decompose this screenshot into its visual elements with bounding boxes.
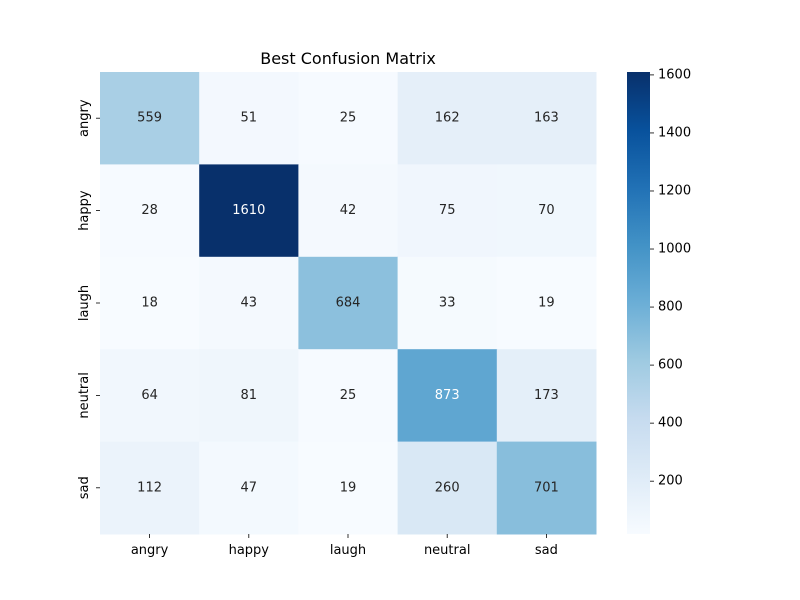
y-tick-label-happy: happy bbox=[77, 190, 92, 231]
heatmap-cell-neutral-happy bbox=[199, 349, 299, 443]
cell-value-angry-laugh: 25 bbox=[340, 111, 357, 126]
colorbar: 200 400 600 800 1000 1200 1400 1600 bbox=[627, 67, 691, 534]
y-axis: angry happy laugh neutral sad bbox=[77, 99, 100, 499]
cell-value-happy-neutral: 75 bbox=[439, 203, 456, 218]
heatmap-cell-neutral-angry bbox=[100, 349, 200, 443]
cell-value-laugh-angry: 18 bbox=[141, 296, 158, 311]
heatmap-cell-neutral-sad bbox=[496, 349, 597, 443]
heatmap-cell-laugh-angry bbox=[100, 256, 200, 350]
x-tick-label-happy: happy bbox=[229, 543, 270, 558]
colorbar-tick-label-1400: 1400 bbox=[658, 125, 691, 140]
heatmap-cell-angry-happy bbox=[199, 72, 299, 165]
x-tick-label-sad: sad bbox=[535, 543, 558, 558]
cell-value-happy-laugh: 42 bbox=[340, 203, 357, 218]
colorbar-tick-label-800: 800 bbox=[658, 300, 683, 315]
x-tick-label-laugh: laugh bbox=[330, 543, 366, 558]
heatmap-cell-laugh-happy bbox=[199, 256, 299, 350]
cell-value-sad-laugh: 19 bbox=[340, 480, 357, 495]
cell-value-sad-neutral: 260 bbox=[435, 480, 460, 495]
heatmap-cell-angry-laugh bbox=[298, 72, 399, 165]
colorbar-tick-label-1200: 1200 bbox=[658, 183, 691, 198]
cell-value-laugh-happy: 43 bbox=[241, 296, 258, 311]
heatmap-cell-labels: 559 51 25 162 163 28 1610 42 75 70 18 43 684 33 19 64 81… bbox=[137, 111, 559, 496]
heatmap-cell-happy-sad bbox=[496, 164, 597, 258]
chart-title: Best Confusion Matrix bbox=[260, 49, 436, 68]
colorbar-tick-label-400: 400 bbox=[658, 416, 683, 431]
heatmap-cell-angry-angry bbox=[100, 72, 200, 165]
cell-value-laugh-laugh: 684 bbox=[336, 296, 361, 311]
cell-value-happy-sad: 70 bbox=[538, 203, 555, 218]
heatmap-cell-sad-angry bbox=[100, 441, 200, 535]
colorbar-tick-label-1000: 1000 bbox=[658, 242, 691, 257]
heatmap-cell-sad-sad bbox=[496, 441, 597, 535]
cell-value-laugh-sad: 19 bbox=[538, 296, 555, 311]
heatmap-cell-neutral-neutral bbox=[397, 349, 498, 443]
cell-value-laugh-neutral: 33 bbox=[439, 296, 456, 311]
colorbar-tick-label-600: 600 bbox=[658, 358, 683, 373]
heatmap-cell-laugh-sad bbox=[496, 256, 597, 350]
cell-value-neutral-happy: 81 bbox=[241, 388, 258, 403]
heatmap-cell-angry-neutral bbox=[397, 72, 498, 165]
cell-value-neutral-laugh: 25 bbox=[340, 388, 357, 403]
heatmap-cell-sad-neutral bbox=[397, 441, 498, 535]
cell-value-angry-happy: 51 bbox=[241, 111, 258, 126]
heatmap-cell-laugh-neutral bbox=[397, 256, 498, 350]
heatmap-cell-happy-angry bbox=[100, 164, 200, 258]
cell-value-happy-happy: 1610 bbox=[232, 203, 265, 218]
heatmap-cell-happy-laugh bbox=[298, 164, 399, 258]
y-tick-label-laugh: laugh bbox=[77, 285, 92, 321]
heatmap-cell-sad-laugh bbox=[298, 441, 399, 535]
colorbar-tick-label-200: 200 bbox=[658, 474, 683, 489]
cell-value-sad-happy: 47 bbox=[241, 480, 258, 495]
heatmap-cell-angry-sad bbox=[496, 72, 597, 165]
cell-value-sad-sad: 701 bbox=[534, 480, 559, 495]
y-tick-label-angry: angry bbox=[77, 99, 92, 137]
cell-value-sad-angry: 112 bbox=[137, 480, 162, 495]
cell-value-neutral-neutral: 873 bbox=[435, 388, 460, 403]
x-tick-label-angry: angry bbox=[131, 543, 169, 558]
cell-value-neutral-sad: 173 bbox=[534, 388, 559, 403]
y-tick-label-sad: sad bbox=[77, 476, 92, 499]
colorbar-gradient bbox=[627, 72, 650, 534]
cell-value-angry-neutral: 162 bbox=[435, 111, 460, 126]
heatmap-cell-neutral-laugh bbox=[298, 349, 399, 443]
heatmap-cell-laugh-laugh bbox=[298, 256, 399, 350]
heatmap-cell-sad-happy bbox=[199, 441, 299, 535]
y-tick-label-neutral: neutral bbox=[77, 372, 92, 419]
cell-value-neutral-angry: 64 bbox=[141, 388, 158, 403]
x-axis: angry happy laugh neutral sad bbox=[131, 534, 558, 558]
cell-value-angry-sad: 163 bbox=[534, 111, 559, 126]
x-tick-label-neutral: neutral bbox=[424, 543, 471, 558]
cell-value-happy-angry: 28 bbox=[141, 203, 158, 218]
cell-value-angry-angry: 559 bbox=[137, 111, 162, 126]
heatmap-cell-happy-neutral bbox=[397, 164, 498, 258]
colorbar-tick-label-1600: 1600 bbox=[658, 67, 691, 82]
heatmap-cell-happy-happy bbox=[199, 164, 299, 258]
heatmap-cells bbox=[100, 72, 597, 535]
